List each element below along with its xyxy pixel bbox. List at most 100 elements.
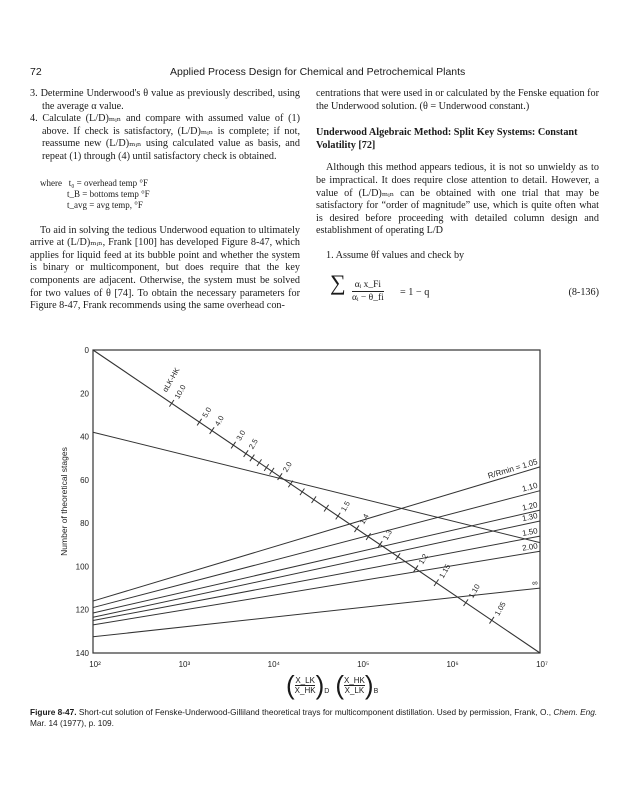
rr-line-label: 1.10 — [521, 481, 539, 494]
equation-fraction: αᵢ x_Fi αᵢ − θ_fi — [352, 279, 384, 305]
alpha-minor-tick — [263, 463, 270, 472]
y-tick-label: 80 — [80, 519, 89, 528]
x-tick-label: 10² — [89, 660, 101, 669]
alpha-tick — [209, 427, 215, 435]
alpha-tick — [230, 441, 237, 449]
rr-line-label: 1.50 — [521, 526, 539, 538]
running-title: Applied Process Design for Chemical and … — [170, 66, 466, 78]
alpha-minor-tick — [249, 454, 255, 462]
plot-frame — [92, 349, 541, 654]
alpha-tick — [354, 525, 360, 533]
alpha-tick — [377, 540, 383, 549]
y-tick-label: 120 — [76, 606, 90, 615]
alpha-tick-label: 1.05 — [493, 600, 508, 617]
sigma-symbol: ∑ — [330, 269, 346, 295]
alpha-tick-label: 1.10 — [467, 583, 482, 600]
alpha-tick — [433, 579, 439, 587]
where-line: where t₀ = overhead temp °F — [40, 177, 149, 188]
x-tick-label: 10⁷ — [536, 660, 548, 669]
step-4: 4. Calculate (L/D)ₘᵢₙ and compare with a… — [30, 113, 300, 162]
left-column: 3. Determine Underwood's θ value as prev… — [30, 88, 300, 313]
alpha-minor-tick — [365, 533, 372, 541]
continuation-paragraph: centrations that were used in or calcula… — [316, 88, 599, 112]
alpha-tick-label: 1.5 — [339, 500, 352, 514]
x-label-num: X_LK — [295, 675, 315, 686]
y-tick-label: 60 — [80, 476, 89, 485]
body-paragraph: To aid in solving the tedious Underwood … — [30, 224, 300, 312]
where-line: t_B = bottoms temp °F — [40, 188, 150, 199]
rr-line-5 — [92, 550, 541, 626]
x-tick-label: 10⁶ — [446, 660, 458, 669]
alpha-tick-label: 1.2 — [417, 552, 430, 566]
alpha-tick — [196, 418, 203, 426]
rr-line-3 — [92, 520, 541, 618]
rr-line-1 — [92, 490, 541, 609]
alpha-minor-tick — [269, 467, 275, 475]
alpha-tick — [335, 512, 341, 520]
alpha-minor-tick — [299, 488, 305, 496]
y-tick-label: 20 — [80, 389, 89, 398]
equation-8-136: ∑ αᵢ x_Fi αᵢ − θ_fi = 1 − q (8-136) — [316, 269, 599, 317]
y-tick-label: 0 — [85, 346, 90, 355]
nomograph-chart: 0 20 40 60 80 100 120 140 10² 10³ 10⁴ 10⁵ 10⁶ 10⁷ Numb… — [59, 346, 548, 669]
y-tick-label: 100 — [76, 562, 90, 571]
alpha-tick — [413, 565, 419, 573]
alpha-tick-label: 2.5 — [247, 437, 260, 451]
where-line: t_avg = avg temp, °F — [40, 199, 143, 210]
x-label-num: X_HK — [343, 675, 365, 686]
numerator: αᵢ x_Fi — [352, 279, 384, 293]
rr-line-label: ∞ — [532, 578, 539, 588]
rr-line-0 — [92, 466, 541, 602]
rr-line-6 — [92, 587, 541, 638]
alpha-tick-label: 1.4 — [358, 512, 371, 526]
rr-line-label: 2.00 — [521, 541, 538, 552]
alpha-minor-tick — [311, 496, 317, 504]
x-label-bottoms-ratio: ( X_HK X_LK ) B — [335, 670, 379, 700]
alpha-tick-label: 10.0 — [173, 383, 188, 400]
rr-line-label: 1.30 — [521, 511, 539, 523]
alpha-tick-label: 4.0 — [213, 414, 226, 428]
denominator: αᵢ − θ_fi — [352, 293, 384, 304]
x-label-den: X_LK — [344, 685, 365, 695]
alpha-tick-label: 1.15 — [437, 563, 452, 580]
x-label-sub: D — [324, 688, 330, 695]
caption-text: Short-cut solution of Fenske-Underwood-G… — [76, 707, 554, 717]
reference-line — [92, 431, 541, 544]
alpha-minor-tick — [287, 480, 294, 488]
alpha-minor-tick — [323, 504, 329, 512]
where-definitions: where t₀ = overhead temp °F t_B = bottom… — [40, 178, 300, 211]
alpha-minor-tick — [395, 553, 401, 561]
alpha-tick-label: 3.0 — [234, 429, 247, 443]
body-paragraph: Although this method appears tedious, it… — [316, 162, 599, 237]
x-label-distillate-ratio: ( X_LK X_HK ) D — [286, 670, 330, 700]
y-tick-label: 140 — [76, 649, 90, 658]
step-3: 3. Determine Underwood's θ value as prev… — [30, 88, 300, 112]
rr-line-4 — [92, 535, 541, 622]
figure-caption: Figure 8-47. Short-cut solution of Fensk… — [30, 707, 610, 729]
alpha-tick-label: 5.0 — [200, 406, 213, 420]
alpha-tick — [277, 473, 283, 481]
alpha-minor-tick — [256, 459, 262, 467]
caption-journal: Chem. Eng. — [553, 707, 598, 717]
alpha-tick-label: 2.0 — [281, 460, 294, 474]
page-number: 72 — [30, 66, 42, 78]
alpha-tick — [243, 450, 249, 458]
equation-rhs: = 1 − q — [400, 286, 430, 298]
alpha-tick — [169, 399, 175, 407]
caption-label: Figure 8-47. — [30, 707, 77, 717]
x-tick-label: 10⁵ — [357, 660, 369, 669]
rr-line-label: 1.20 — [521, 500, 539, 512]
x-label-sub: B — [373, 688, 379, 695]
right-column: centrations that were used in or calcula… — [316, 88, 599, 317]
caption-tail: Mar. 14 (1977), p. 109. — [30, 718, 114, 728]
x-axis-label: ( X_LK X_HK ) D ( X_HK X_LK ) B — [286, 672, 378, 698]
x-tick-label: 10⁴ — [268, 660, 281, 669]
rr-line-2 — [92, 509, 541, 614]
section-heading: Underwood Algebraic Method: Split Key Sy… — [316, 127, 578, 151]
x-tick-label: 10³ — [179, 660, 191, 669]
equation-number: (8-136) — [568, 286, 599, 298]
x-label-den: X_HK — [294, 685, 316, 695]
step-1: 1. Assume θf values and check by — [326, 249, 465, 261]
rr-line-label: R/Rmin = 1.05 — [487, 457, 539, 481]
alpha-tick-label: 1.3 — [381, 528, 394, 542]
